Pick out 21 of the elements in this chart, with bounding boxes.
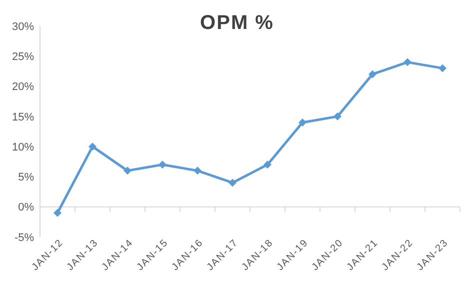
y-tick-label: 20% [12, 81, 34, 94]
point [194, 166, 202, 175]
y-tick-label: -5% [14, 232, 34, 244]
point [228, 178, 236, 187]
y-tick-label: 25% [12, 50, 34, 63]
point [124, 166, 132, 175]
point [88, 142, 96, 151]
y-tick-label: 5% [18, 172, 34, 184]
point [334, 112, 342, 120]
y-tick-label: 0% [18, 202, 34, 214]
point [264, 160, 272, 169]
point [54, 208, 62, 217]
y-tick-label: 15% [12, 111, 34, 124]
point [298, 118, 306, 126]
point [438, 64, 446, 72]
y-tick-label: 10% [12, 141, 34, 154]
point [404, 58, 412, 66]
y-tick-label: 30% [12, 20, 34, 33]
point [368, 70, 376, 78]
point [158, 160, 166, 169]
chart-title: OPM % [200, 12, 274, 34]
